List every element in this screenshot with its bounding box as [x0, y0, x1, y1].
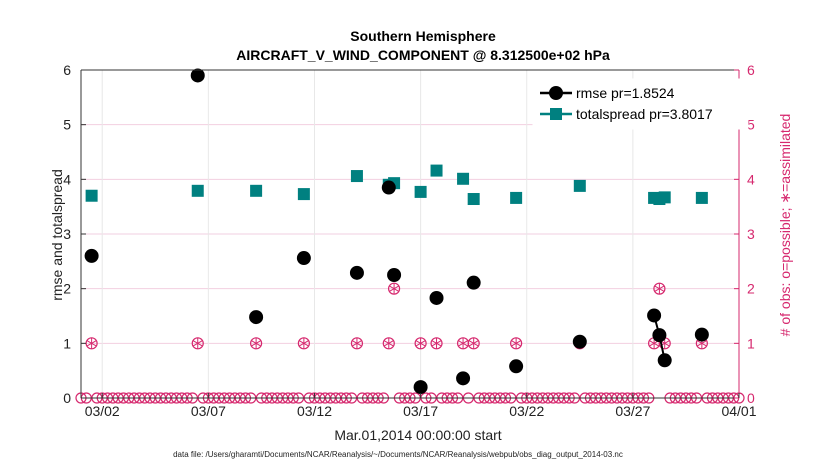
y-tick-label-left: 5 [63, 117, 71, 133]
rmse-point [413, 380, 428, 395]
obs-count-marker [510, 337, 523, 350]
rmse-point [509, 359, 524, 374]
obs-count-marker [467, 337, 480, 350]
y-tick-label-left: 1 [63, 335, 71, 351]
rmse-point [84, 248, 99, 263]
chart-title: Southern Hemisphere [350, 28, 496, 44]
obs-asterisk-stroke [431, 340, 442, 347]
obs-asterisk-stroke [511, 340, 522, 347]
obs-asterisk-stroke [383, 340, 394, 347]
rmse-point [381, 180, 396, 195]
x-tick-label: 03/22 [509, 403, 544, 419]
rmse-point [190, 68, 205, 83]
totalspread-point [695, 191, 708, 204]
y-tick-label-left: 0 [63, 390, 71, 406]
obs-count-marker [414, 337, 427, 350]
x-tick-label: 03/02 [85, 403, 120, 419]
y-tick-label-left: 3 [63, 226, 71, 242]
legend-box [532, 78, 749, 130]
totalspread-point [85, 189, 98, 202]
rmse-point [296, 251, 311, 266]
obs-count-marker [382, 337, 395, 350]
rmse-point [572, 334, 587, 349]
obs-count-marker [85, 337, 98, 350]
rmse-point [429, 290, 444, 305]
x-tick-label: 03/17 [403, 403, 438, 419]
obs-asterisk-stroke [696, 340, 707, 347]
totalspread-point [430, 164, 443, 177]
rmse-point [349, 265, 364, 280]
rmse-point [387, 268, 402, 282]
footer-data-file: data file: /Users/gharamti/Documents/NCA… [173, 450, 623, 459]
rmse-point [694, 327, 709, 342]
obs-count-marker [430, 337, 443, 350]
obs-asterisk-stroke [654, 285, 665, 292]
totalspread-point [467, 193, 480, 206]
totalspread-point [350, 170, 363, 183]
x-tick-label: 03/12 [297, 403, 332, 419]
totalspread-point [510, 191, 523, 204]
axes [80, 69, 740, 399]
obs-count-marker [350, 337, 364, 350]
y-tick-label-right: 6 [747, 62, 755, 78]
y-tick-label-right: 4 [747, 171, 755, 187]
rmse-point [466, 275, 481, 290]
obs-asterisk-stroke [298, 340, 309, 347]
rmse-point [249, 310, 264, 325]
y-tick-label-right: 0 [747, 390, 755, 406]
totalspread-point [658, 191, 671, 204]
obs-asterisk-stroke [458, 340, 469, 347]
totalspread-point [250, 184, 263, 197]
rmse-point [657, 353, 672, 368]
rmse-point [456, 371, 471, 386]
tick-labels: 0 1 2 3 4 5 6 0 1 2 3 4 5 6 03/02 03/07 03/12 03/17 03/22 0… [63, 62, 757, 419]
obs-count-marker [653, 282, 666, 295]
totalspread-series [85, 164, 708, 206]
legend-spread-label: totalspread pr=3.8017 [576, 106, 713, 122]
obs-asterisk-stroke [86, 340, 97, 347]
obs-count-marker [297, 337, 310, 350]
y-axis-label-right: # of obs: o=possible; ∗=assimilated [777, 114, 793, 337]
obs-count-marker [387, 282, 401, 295]
x-axis-label: Mar.01,2014 00:00:00 start [334, 427, 501, 443]
rmse-point [647, 308, 662, 323]
y-tick-label-left: 2 [63, 281, 71, 297]
y-axis-label-left: rmse and totalspread [49, 169, 65, 301]
rmse-series [84, 68, 709, 395]
totalspread-point [414, 185, 427, 198]
y-tick-label-right: 3 [747, 226, 755, 242]
totalspread-point [573, 179, 586, 192]
obs-asterisk-stroke [415, 340, 426, 347]
y-tick-label-right: 2 [747, 281, 755, 297]
x-tick-label: 03/27 [615, 403, 650, 419]
obs-asterisk-stroke [389, 285, 400, 292]
obs-count-marker [250, 337, 263, 350]
totalspread-point [457, 172, 470, 185]
legend-rmse-marker [549, 86, 563, 100]
y-tick-label-left: 6 [63, 62, 71, 78]
obs-asterisk-stroke [351, 340, 362, 347]
obs-asterisk-stroke [251, 340, 262, 347]
x-tick-label: 04/01 [721, 403, 756, 419]
legend: rmse pr=1.8524 totalspread pr=3.8017 [532, 78, 749, 130]
x-tick-label: 03/07 [191, 403, 226, 419]
obs-asterisk-stroke [468, 340, 479, 347]
legend-rmse-label: rmse pr=1.8524 [576, 85, 675, 101]
y-tick-label-left: 4 [63, 171, 71, 187]
y-tick-label-right: 5 [747, 117, 755, 133]
chart-subtitle: AIRCRAFT_V_WIND_COMPONENT @ 8.312500e+02… [236, 47, 610, 63]
legend-spread-marker [550, 108, 562, 120]
rmse-point [652, 328, 667, 343]
totalspread-point [297, 188, 310, 201]
obs-asterisk-stroke [192, 340, 203, 347]
obs-count-marker [191, 337, 204, 350]
y-tick-label-right: 1 [747, 335, 755, 351]
totalspread-point [191, 184, 204, 197]
